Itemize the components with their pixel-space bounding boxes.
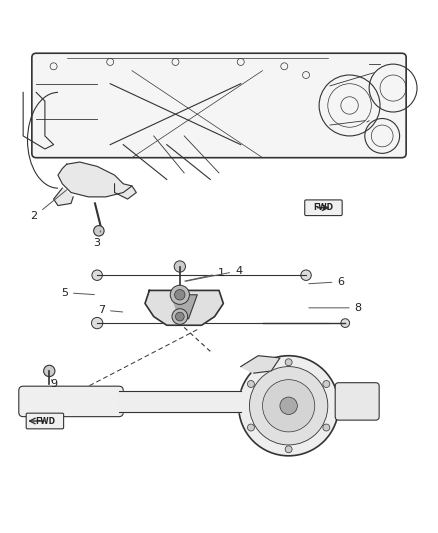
Polygon shape [241, 356, 280, 373]
Polygon shape [171, 295, 197, 319]
Circle shape [323, 424, 330, 431]
FancyBboxPatch shape [26, 413, 64, 429]
Circle shape [247, 381, 254, 387]
Circle shape [94, 225, 104, 236]
Polygon shape [145, 290, 223, 325]
FancyBboxPatch shape [19, 386, 123, 417]
Text: 2: 2 [31, 190, 67, 221]
Circle shape [176, 312, 184, 321]
Circle shape [239, 356, 339, 456]
Circle shape [285, 446, 292, 453]
Polygon shape [115, 184, 136, 199]
Circle shape [92, 270, 102, 280]
Text: 5: 5 [61, 288, 94, 297]
Circle shape [92, 318, 103, 329]
Circle shape [174, 261, 185, 272]
Circle shape [323, 381, 330, 387]
Circle shape [172, 309, 187, 325]
Polygon shape [53, 188, 73, 206]
Text: 1: 1 [185, 268, 225, 281]
Circle shape [280, 397, 297, 415]
Circle shape [170, 285, 189, 304]
FancyBboxPatch shape [305, 200, 342, 215]
Text: 8: 8 [309, 303, 362, 313]
Text: 6: 6 [309, 277, 344, 287]
Circle shape [262, 379, 315, 432]
Circle shape [301, 270, 311, 280]
Text: FWD: FWD [314, 203, 333, 212]
Text: FWD: FWD [35, 416, 55, 425]
Text: 4: 4 [186, 266, 242, 281]
Circle shape [285, 359, 292, 366]
Circle shape [44, 365, 55, 377]
FancyBboxPatch shape [335, 383, 379, 420]
Text: 3: 3 [94, 231, 101, 247]
Circle shape [250, 367, 328, 445]
FancyBboxPatch shape [32, 53, 406, 158]
Circle shape [175, 289, 185, 300]
Polygon shape [58, 162, 132, 197]
Text: 7: 7 [98, 305, 123, 315]
Circle shape [247, 424, 254, 431]
Circle shape [341, 319, 350, 327]
Text: 9: 9 [50, 379, 57, 389]
